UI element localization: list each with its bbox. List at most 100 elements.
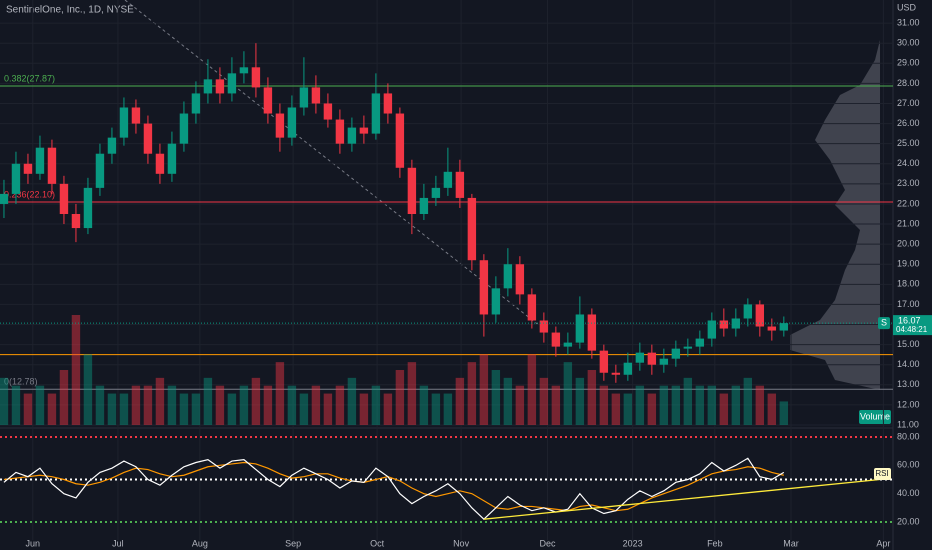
candle-body (443, 171, 453, 188)
candle-body (311, 87, 321, 104)
volume-bar (767, 393, 777, 425)
candle-body (239, 67, 249, 74)
candle-body (431, 187, 441, 198)
candle-body (683, 346, 693, 349)
currency: USD (897, 2, 917, 12)
chart-title: SentinelOne, Inc., 1D, NYSE (6, 5, 134, 16)
rsi-tick-label: 20.00 (897, 516, 920, 526)
volume-bar (131, 385, 141, 425)
candle-body (419, 197, 429, 214)
x-tick-label: Mar (783, 538, 799, 548)
volume-bar (647, 393, 657, 425)
candle-body (491, 288, 501, 315)
y-tick-label: 21.00 (897, 218, 920, 228)
rsi-label: RSI (875, 469, 888, 478)
volume-bar (167, 385, 177, 425)
volume-bar (215, 385, 225, 425)
y-tick-label: 26.00 (897, 118, 920, 128)
volume-profile (790, 40, 880, 390)
volume-bar (155, 377, 165, 425)
volume-bar (179, 393, 189, 425)
volume-bar (359, 393, 369, 425)
y-tick-label: 30.00 (897, 38, 920, 48)
volume-bar (287, 385, 297, 425)
volume-bar (347, 377, 357, 425)
y-tick-label: 18.00 (897, 279, 920, 289)
candle-body (131, 107, 141, 124)
level-label: 0(12.78) (4, 377, 38, 387)
candle-body (575, 314, 585, 343)
rsi-ma-line (3, 461, 784, 512)
candle-body (743, 304, 753, 319)
volume-label: Volume (860, 411, 890, 421)
candle-body (695, 338, 705, 347)
candle-body (35, 147, 45, 174)
volume-bar (659, 385, 669, 425)
candle-body (287, 107, 297, 138)
y-tick-label: 15.00 (897, 339, 920, 349)
rsi-line (3, 457, 785, 520)
candle-body (263, 87, 273, 114)
volume-bar (575, 377, 585, 425)
candle-body (623, 362, 633, 375)
volume-bar (227, 393, 237, 425)
volume-bar (395, 370, 405, 425)
volume-bar (443, 393, 453, 425)
volume-bar (515, 385, 525, 425)
last-price: 16.07 (898, 315, 921, 325)
volume-bar (551, 385, 561, 425)
candle-body (395, 113, 405, 168)
rsi-tag (874, 468, 891, 480)
candle-body (11, 163, 21, 194)
candle-body (275, 113, 285, 138)
x-tick-label: Oct (370, 538, 385, 548)
candle-body (671, 348, 681, 359)
volume-bar (479, 354, 489, 425)
candle-body (191, 93, 201, 114)
candle-body (155, 153, 165, 174)
volume-bar (707, 385, 717, 425)
candle-body (0, 193, 9, 204)
volume-bar (623, 393, 633, 425)
volume-bar (431, 393, 441, 425)
y-tick-label: 28.00 (897, 78, 920, 88)
volume-bar (731, 385, 741, 425)
rsi-tick-label: 80.00 (897, 431, 920, 441)
candle-body (539, 320, 549, 333)
x-tick-label: Aug (192, 538, 208, 548)
volume-bar (371, 385, 381, 425)
candle-body (527, 294, 537, 321)
y-tick-label: 22.00 (897, 198, 920, 208)
volume-bar (0, 377, 9, 425)
last-price-box (893, 315, 932, 336)
volume-bar (455, 377, 465, 425)
volume-bar (491, 370, 501, 425)
candle-body (251, 67, 261, 88)
level-label: 0.236(22.10) (4, 189, 55, 199)
volume-bar (191, 393, 201, 425)
rsi-tick-label: 40.00 (897, 488, 920, 498)
volume-bar (251, 377, 261, 425)
volume-bar (83, 354, 93, 425)
candle-body (479, 260, 489, 315)
y-tick-label: 25.00 (897, 138, 920, 148)
candle-body (779, 323, 789, 331)
candle-body (515, 264, 525, 295)
volume-bar (143, 385, 153, 425)
rsi-tick-label: 60.00 (897, 460, 920, 470)
candle-body (587, 314, 597, 351)
y-tick-label: 13.00 (897, 379, 920, 389)
candle-body (143, 123, 153, 154)
y-tick-label: 14.00 (897, 359, 920, 369)
volume-bar (635, 385, 645, 425)
volume-bar (671, 385, 681, 425)
candle-body (23, 163, 33, 174)
candle-body (659, 358, 669, 365)
candle-body (467, 197, 477, 261)
volume-bar (599, 385, 609, 425)
candle-body (371, 93, 381, 134)
volume-bar (743, 377, 753, 425)
candle-body (299, 87, 309, 108)
